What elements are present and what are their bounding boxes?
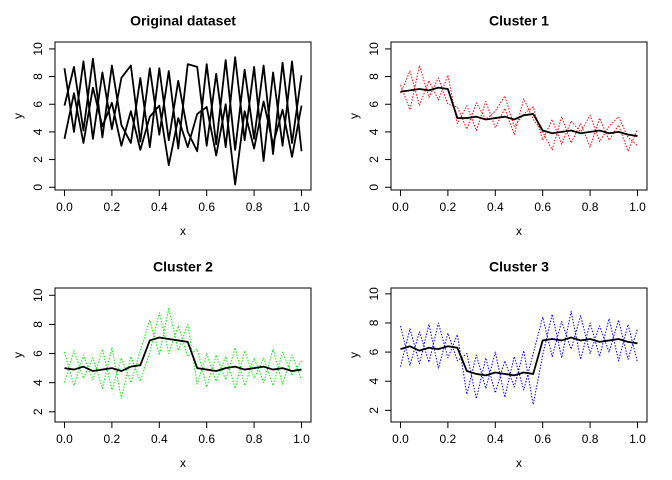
y-axis-label: y <box>11 113 25 119</box>
x-tick-label: 0.4 <box>487 200 504 214</box>
y-tick-label: 8 <box>367 73 381 80</box>
x-tick-label: 1.0 <box>293 432 310 446</box>
y-tick-label: 10 <box>367 287 381 301</box>
y-tick-label: 6 <box>367 101 381 108</box>
data-line <box>63 56 303 162</box>
x-tick-label: 0.4 <box>487 432 504 446</box>
y-tick-label: 6 <box>31 350 45 357</box>
x-tick-label: 0.4 <box>151 200 168 214</box>
x-tick-label: 0.0 <box>56 200 73 214</box>
x-tick-label: 0.6 <box>534 432 551 446</box>
plot-box <box>54 41 312 191</box>
x-tick-label: 1.0 <box>629 432 646 446</box>
x-tick-label: 0.2 <box>104 432 121 446</box>
y-tick-label: 0 <box>367 184 381 191</box>
y-tick-label: 4 <box>367 128 381 135</box>
y-tick-label: 2 <box>367 407 381 414</box>
data-line <box>63 86 303 186</box>
data-line <box>63 307 302 391</box>
x-tick-label: 0.6 <box>198 200 215 214</box>
x-tick-label: 0.6 <box>534 200 551 214</box>
x-tick-label: 0.2 <box>440 200 457 214</box>
y-axis-label: y <box>347 113 361 119</box>
y-tick-label: 6 <box>367 348 381 355</box>
panel-title: Original dataset <box>130 13 236 29</box>
data-line <box>64 336 302 372</box>
y-tick-label: 8 <box>367 319 381 326</box>
plot-box <box>54 287 312 423</box>
y-tick-label: 4 <box>367 378 381 385</box>
x-tick-label: 0.2 <box>440 432 457 446</box>
x-tick-label: 0.8 <box>246 432 263 446</box>
panel-title: Cluster 2 <box>153 259 213 275</box>
plot-box <box>390 287 648 423</box>
x-tick-label: 0.2 <box>104 200 121 214</box>
y-tick-label: 10 <box>31 42 45 56</box>
y-tick-label: 4 <box>31 128 45 135</box>
x-tick-label: 0.6 <box>198 432 215 446</box>
y-tick-label: 10 <box>367 42 381 56</box>
y-tick-label: 2 <box>31 156 45 163</box>
y-tick-label: 4 <box>31 379 45 386</box>
y-tick-label: 2 <box>367 156 381 163</box>
x-tick-label: 0.0 <box>392 200 409 214</box>
data-line <box>400 86 638 137</box>
data-line <box>400 336 638 377</box>
x-axis-label: x <box>180 224 186 238</box>
x-axis-label: x <box>516 224 522 238</box>
x-tick-label: 0.4 <box>151 432 168 446</box>
y-axis-label: y <box>11 352 25 358</box>
x-axis-label: x <box>180 456 186 470</box>
y-tick-label: 2 <box>31 408 45 415</box>
data-line <box>399 315 638 398</box>
x-tick-label: 0.0 <box>56 432 73 446</box>
x-tick-label: 0.8 <box>246 200 263 214</box>
x-tick-label: 1.0 <box>293 200 310 214</box>
x-axis-label: x <box>516 456 522 470</box>
x-tick-label: 0.8 <box>582 200 599 214</box>
y-tick-label: 8 <box>31 321 45 328</box>
y-tick-label: 10 <box>31 288 45 302</box>
y-tick-label: 6 <box>31 101 45 108</box>
panel-title: Cluster 3 <box>489 259 549 275</box>
y-axis-label: y <box>347 352 361 358</box>
panel-title: Cluster 1 <box>489 13 549 29</box>
x-tick-label: 0.8 <box>582 432 599 446</box>
y-tick-label: 0 <box>31 184 45 191</box>
data-line <box>399 310 639 406</box>
data-line <box>400 65 638 147</box>
x-tick-label: 0.0 <box>392 432 409 446</box>
y-tick-label: 8 <box>31 73 45 80</box>
plot-box <box>390 41 648 191</box>
x-tick-label: 1.0 <box>629 200 646 214</box>
